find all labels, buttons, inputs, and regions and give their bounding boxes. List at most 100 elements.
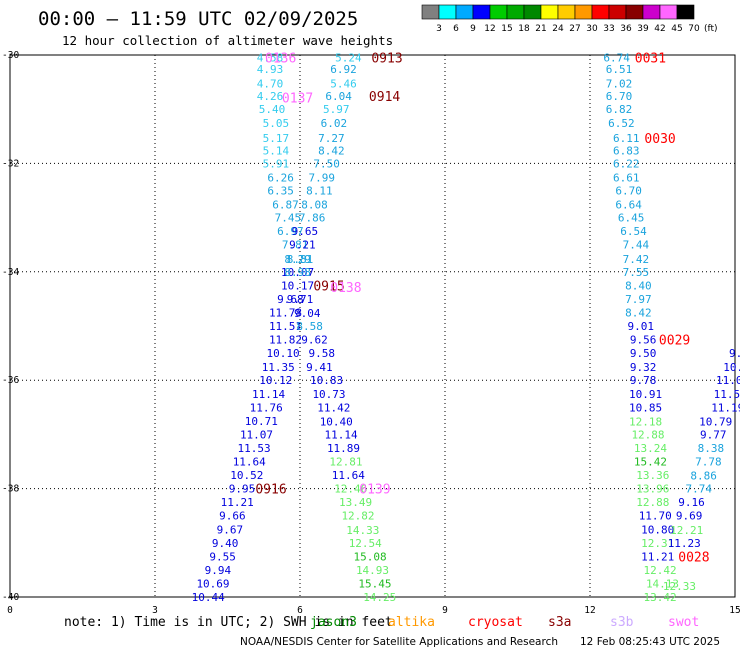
colorbar-label: 18	[518, 24, 530, 34]
wave-height-point: 12.46	[334, 483, 367, 496]
y-tick-label: -34	[2, 267, 19, 278]
pass-label: 0030	[644, 132, 675, 147]
wave-height-point: 6.52	[608, 117, 635, 130]
wave-height-point: 14.33	[346, 524, 379, 537]
wave-height-point: 6.45	[618, 212, 645, 225]
wave-height-point: 11.19	[711, 401, 740, 414]
wave-height-point: 11.78	[269, 306, 302, 319]
pass-label: 0137	[282, 91, 313, 106]
colorbar-swatch	[625, 4, 644, 20]
wave-height-point: 7.44	[623, 239, 650, 252]
colorbar-label: 12	[484, 24, 495, 34]
colorbar-swatch	[472, 4, 491, 20]
wave-height-point: 12.31	[641, 537, 674, 550]
wave-height-point: 9.50	[630, 347, 657, 360]
wave-height-point: 10.52	[230, 469, 263, 482]
y-tick-label: -36	[2, 375, 19, 386]
y-tick-label: -30	[2, 50, 19, 61]
colorbar-label: 27	[569, 24, 580, 34]
x-tick-label: 12	[584, 605, 595, 616]
wave-height-point: 10.17	[281, 279, 314, 292]
wave-height-point: 5.14	[263, 144, 290, 157]
wave-height-point: 9.71	[287, 293, 314, 306]
wave-height-point: 11.14	[325, 428, 358, 441]
wave-height-point: 11.64	[332, 469, 365, 482]
wave-height-point: 4.58	[257, 52, 284, 65]
wave-height-point: 8.42	[625, 306, 652, 319]
footer-timestamp: 12 Feb 08:25:43 UTC 2025	[580, 636, 720, 648]
pass-label: 0913	[371, 52, 402, 67]
wave-height-point: 6.51	[606, 63, 633, 76]
wave-height-point: 10.73	[312, 388, 345, 401]
wave-height-point: 11.07	[240, 428, 273, 441]
wave-height-point: 14.13	[646, 577, 679, 590]
wave-height-point: 7.02	[606, 78, 633, 91]
wave-height-point: 12.88	[631, 428, 664, 441]
wave-height-point: 9.68	[277, 293, 304, 306]
colorbar-swatch	[455, 4, 474, 20]
wave-height-point: 9.16	[678, 496, 705, 509]
satellite-legend-cryosat: cryosat	[468, 615, 523, 630]
wave-height-point: 8.29	[284, 253, 311, 266]
wave-height-point: 8.11	[306, 185, 333, 198]
wave-height-point: 5.40	[259, 103, 286, 116]
wave-height-point: 12.82	[341, 510, 374, 523]
wave-height-point: 9.56	[630, 334, 657, 347]
colorbar-swatch	[438, 4, 457, 20]
wave-height-point: 6.70	[606, 90, 633, 103]
wave-height-point: 9.00	[729, 347, 740, 360]
wave-height-point: 9.69	[676, 510, 703, 523]
wave-height-point: 10.00	[723, 361, 740, 374]
colorbar-unit: (ft)	[704, 24, 718, 34]
chart-subtitle: 12 hour collection of altimeter wave hei…	[62, 33, 393, 48]
wave-height-point: 6.26	[267, 171, 294, 184]
wave-height-point: 6.54	[620, 225, 647, 238]
satellite-legend-s3a: s3a	[548, 615, 571, 630]
wave-height-point: 12.54	[349, 537, 382, 550]
wave-height-point: 5.46	[330, 78, 357, 91]
wave-height-point: 14.25	[363, 591, 396, 604]
colorbar-swatch	[421, 4, 440, 20]
plot-frame	[9, 54, 736, 598]
wave-height-point: 7.27	[318, 132, 345, 145]
pass-label: 0914	[369, 90, 400, 105]
wave-height-point: 6.97	[277, 225, 304, 238]
wave-height-point: 13.24	[634, 442, 667, 455]
wave-height-point: 11.51	[269, 320, 302, 333]
wave-height-point: 10.69	[196, 577, 229, 590]
satellite-legend: jason3 altika cryosat s3a s3b swot	[310, 615, 699, 630]
wave-height-point: 9.55	[209, 550, 236, 563]
wave-height-point: 9.04	[294, 307, 321, 320]
colorbar-swatch	[557, 4, 576, 20]
wave-height-point: 6.11	[613, 132, 640, 145]
wave-height-point: 12.18	[629, 415, 662, 428]
wave-height-point: 11.82	[269, 334, 302, 347]
wave-height-point: 9.78	[630, 374, 657, 387]
wave-height-point: 11.00	[716, 374, 740, 387]
pass-label: 0028	[678, 550, 709, 565]
colorbar-label: 6	[453, 24, 459, 34]
wave-height-point: 9.77	[700, 428, 727, 441]
satellite-legend-jason3: jason3	[310, 615, 357, 630]
wave-height-point: 4.26	[257, 90, 284, 103]
wave-height-point: 9.67	[217, 523, 244, 536]
wave-height-point: 9.62	[301, 334, 328, 347]
wave-height-point: 4.93	[257, 63, 284, 76]
wave-height-point: 7.74	[686, 483, 713, 496]
wave-height-point: 8.42	[318, 144, 345, 157]
wave-height-point: 7.86	[299, 212, 326, 225]
wave-height-point: 12.42	[644, 564, 677, 577]
wave-height-point: 10.40	[320, 415, 353, 428]
wave-height-point: 10.44	[192, 591, 225, 604]
wave-height-point: 6.22	[613, 157, 640, 170]
wave-height-point: 8.98	[284, 266, 311, 279]
wave-height-point: 6.92	[330, 63, 357, 76]
wave-height-point: 11.21	[641, 550, 674, 563]
colorbar-swatch	[642, 4, 661, 20]
wave-height-point: 10.12	[259, 374, 292, 387]
plot-area: 0 3 6 9 12 15 -30 -32 -34 -36 -38 -40 4.584.93 4.704…	[2, 50, 740, 616]
wave-height-point: 11.23	[668, 537, 701, 550]
wave-height-point: 7.99	[309, 171, 336, 184]
wave-height-point: 15.42	[634, 456, 667, 469]
